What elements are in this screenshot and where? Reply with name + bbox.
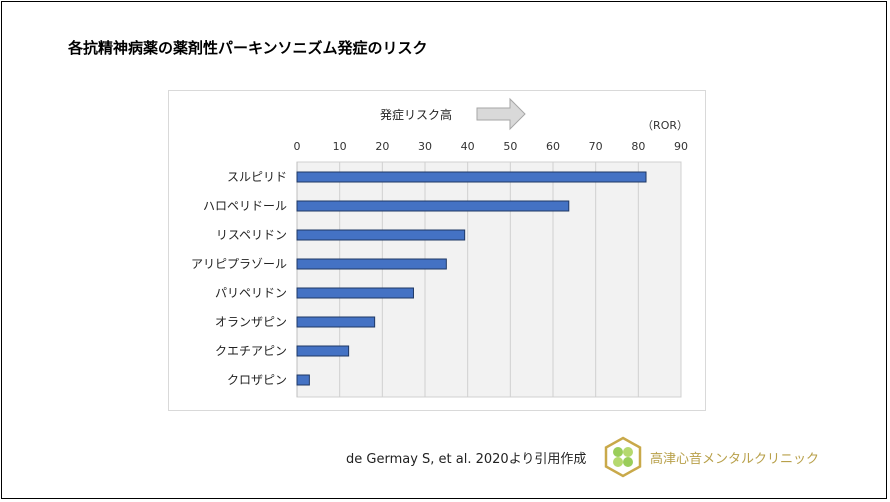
citation: de Germay S, et al. 2020より引用作成 xyxy=(346,452,587,467)
category-label: ハロペリドール xyxy=(203,199,287,213)
bar xyxy=(296,229,466,241)
tick-label: 0 xyxy=(294,140,301,153)
tick-label: 60 xyxy=(546,140,560,153)
category-label: クロザピン xyxy=(227,373,287,387)
clinic-logo-icon xyxy=(604,436,642,478)
tick-label: 90 xyxy=(674,140,688,153)
tick-label: 10 xyxy=(333,140,347,153)
category-label: パリペリドン xyxy=(215,286,287,300)
unit-label: （ROR） xyxy=(642,119,688,132)
annotation-label: 発症リスク高 xyxy=(380,107,452,122)
tick-label: 30 xyxy=(418,140,432,153)
category-label: クエチアピン xyxy=(215,344,287,358)
category-label: オランザピン xyxy=(215,315,287,329)
bar xyxy=(296,316,376,328)
tick-label: 70 xyxy=(589,140,603,153)
arrow-right-icon xyxy=(476,97,526,131)
tick-label: 50 xyxy=(503,140,517,153)
tick-label: 40 xyxy=(461,140,475,153)
category-label: アリピプラゾール xyxy=(191,257,287,271)
clinic-name: 高津心音メンタルクリニック xyxy=(650,452,820,467)
bar xyxy=(296,287,414,299)
bar xyxy=(296,258,447,270)
slide-title: 各抗精神病薬の薬剤性パーキンソニズム発症のリスク xyxy=(68,39,428,57)
tick-label: 20 xyxy=(375,140,389,153)
bar xyxy=(296,345,350,357)
plot-area xyxy=(296,161,682,398)
bar xyxy=(296,200,570,212)
category-label: スルピリド xyxy=(227,170,287,184)
chart-container xyxy=(168,90,706,411)
tick-label: 80 xyxy=(631,140,645,153)
bar xyxy=(296,374,310,386)
category-label: リスペリドン xyxy=(216,228,287,242)
bar xyxy=(296,171,647,183)
